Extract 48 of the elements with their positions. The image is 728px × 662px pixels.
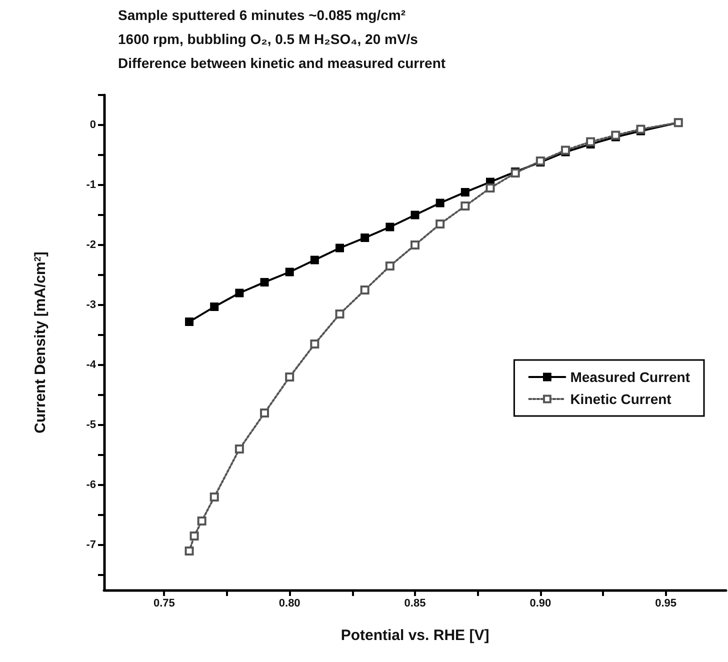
x-tick-label: 0.80	[278, 598, 300, 610]
x-tick-label: 0.85	[404, 598, 426, 610]
point	[386, 222, 394, 232]
point	[436, 220, 445, 228]
chart-subtitle: 1600 rpm, bubbling O₂, 0.5 M H₂SO₄, 20 mV/s	[118, 31, 418, 47]
y-tick-label: -6	[86, 479, 96, 491]
y-tick-label: -5	[86, 419, 96, 431]
y-axis-title: Current Density [mA/cm2]	[32, 252, 49, 434]
point	[260, 408, 270, 418]
legend-label: Measured Current	[570, 369, 690, 385]
point	[184, 546, 194, 556]
x-tick-label: 0.90	[530, 598, 552, 610]
point	[285, 268, 294, 276]
point	[190, 532, 199, 540]
point	[310, 256, 319, 264]
chart-title: Sample sputtered 6 minutes ~0.085 mg/cm²	[118, 7, 406, 23]
point	[285, 372, 294, 382]
point	[410, 210, 420, 220]
y-tick-label: -4	[86, 359, 97, 371]
x-tick-label: 0.95	[655, 598, 677, 610]
y-tick-label: 0	[90, 119, 96, 131]
text: Difference between kinetic and measured current	[118, 55, 446, 71]
point	[360, 286, 370, 294]
point	[410, 240, 420, 250]
x-tick-label: 0.75	[153, 598, 175, 610]
point	[486, 184, 495, 192]
point	[460, 202, 470, 210]
point	[260, 278, 269, 286]
point	[185, 318, 194, 326]
point	[360, 234, 370, 242]
point	[210, 302, 219, 312]
y-tick-label: -7	[86, 539, 96, 551]
point	[460, 188, 470, 196]
point	[335, 310, 344, 318]
point	[586, 137, 596, 146]
legend-label: Kinetic Current	[570, 391, 672, 407]
y-tick-label: -1	[86, 179, 96, 191]
point	[336, 244, 344, 252]
y-tick-label: -3	[86, 299, 96, 311]
point	[234, 444, 244, 454]
point	[310, 340, 320, 348]
point	[436, 198, 444, 208]
point	[210, 492, 219, 502]
x-axis-title: Potential vs. RHE [V]	[340, 627, 490, 644]
point	[197, 516, 206, 526]
y-tick-label: -2	[86, 239, 96, 251]
point	[235, 288, 244, 298]
point	[385, 262, 394, 270]
